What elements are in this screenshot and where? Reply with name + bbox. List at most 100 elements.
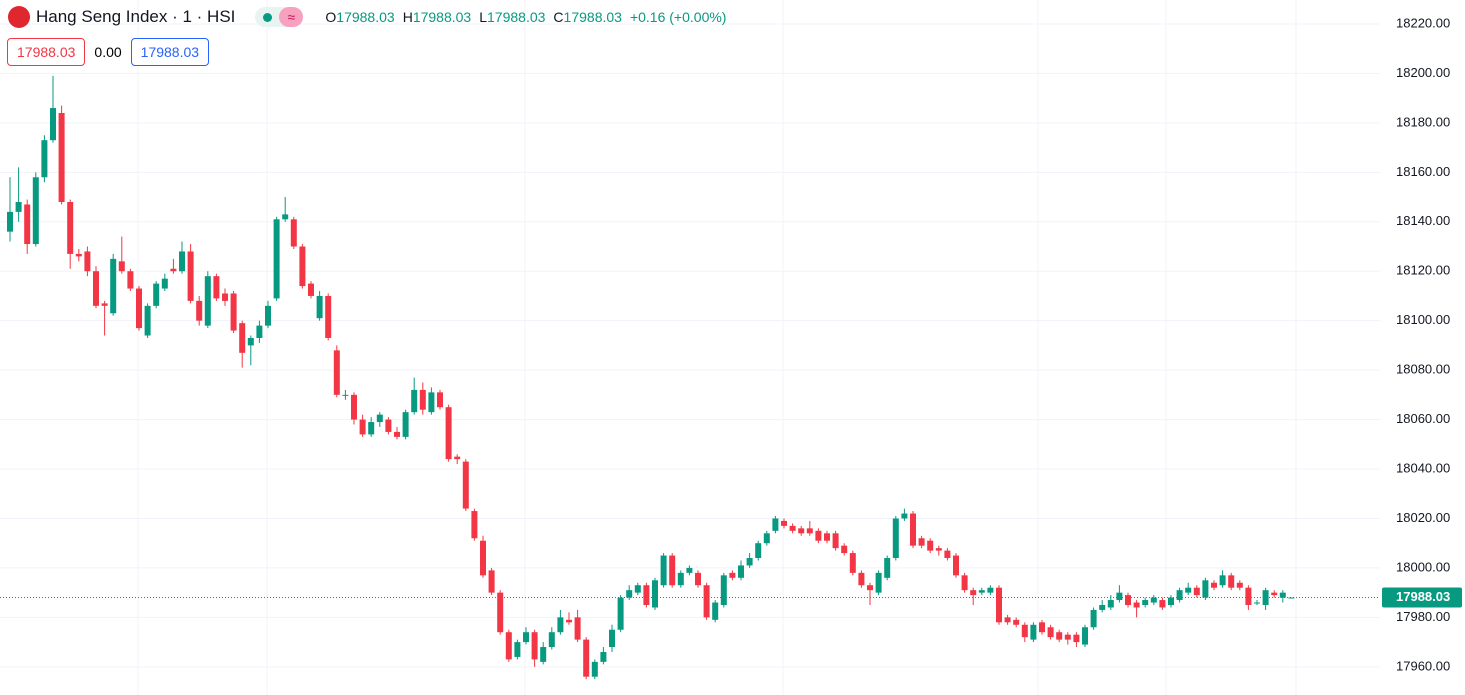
candle-body xyxy=(376,414,383,423)
ohlc-key: C xyxy=(553,9,564,25)
candle-body xyxy=(385,419,392,432)
candle-body xyxy=(858,572,865,586)
candle-body xyxy=(806,528,813,534)
candle-body xyxy=(703,585,710,618)
candle-body xyxy=(58,112,65,202)
candle-body xyxy=(1090,609,1097,628)
candle-body xyxy=(729,572,736,578)
candle-body xyxy=(488,570,495,593)
y-tick-label: 18180.00 xyxy=(1396,114,1450,129)
last-price-box xyxy=(1382,587,1462,608)
candle-body xyxy=(514,642,521,657)
logo xyxy=(8,6,30,28)
candle-body xyxy=(1271,592,1278,596)
candle-body xyxy=(153,283,160,306)
candle-body xyxy=(548,632,555,648)
candle-body xyxy=(763,533,770,544)
candle-body xyxy=(282,214,289,220)
spread: 0.00 xyxy=(94,44,122,60)
candle-body xyxy=(256,325,263,338)
candle-body xyxy=(849,553,856,573)
candle-body xyxy=(273,219,280,299)
bid-box[interactable]: 17988.03 xyxy=(7,38,86,66)
candle-body xyxy=(789,525,796,531)
candle-body xyxy=(600,651,607,662)
candle-body xyxy=(652,580,658,608)
candle-body xyxy=(996,587,1002,623)
header: Hang Seng Index · 1 · HSI ≈ O17988.03 H1… xyxy=(8,6,726,28)
candle-body xyxy=(1185,587,1192,593)
candle-body xyxy=(419,389,426,410)
candle-body xyxy=(953,555,959,576)
ohlc-key: O xyxy=(325,9,337,25)
candle-body xyxy=(505,632,512,660)
candle-body xyxy=(738,565,744,578)
candle-body xyxy=(471,511,478,539)
candle-body xyxy=(1288,597,1295,599)
candle-body xyxy=(1228,575,1235,588)
y-tick-label: 18040.00 xyxy=(1396,460,1450,475)
candle-body xyxy=(127,271,134,289)
candle-body xyxy=(935,548,942,551)
ohlc-value: 17988.03 xyxy=(563,9,622,25)
status-pill[interactable]: ≈ xyxy=(255,7,304,27)
quote-boxes: 17988.03 0.00 17988.03 xyxy=(7,38,210,66)
candle-body xyxy=(187,251,194,301)
y-tick-label: 18120.00 xyxy=(1396,263,1450,278)
candle-body xyxy=(359,419,366,435)
candle-body xyxy=(1176,590,1183,601)
chart-title: Hang Seng Index · 1 · HSI xyxy=(36,7,236,26)
candle-body xyxy=(523,632,529,643)
candle-body xyxy=(798,528,805,534)
candle-body xyxy=(1279,592,1286,598)
candle-body xyxy=(1150,597,1157,603)
candle-body xyxy=(901,513,908,519)
candle-body xyxy=(101,303,108,306)
candle-body xyxy=(970,590,977,596)
candle-body xyxy=(867,585,873,591)
candle-body xyxy=(402,412,409,437)
candle-body xyxy=(626,590,633,598)
y-tick-label: 18140.00 xyxy=(1396,213,1450,228)
y-tick-label: 18060.00 xyxy=(1396,411,1450,426)
candle-body xyxy=(1236,582,1243,588)
candle-body xyxy=(832,533,839,549)
candle-body xyxy=(497,592,504,633)
candle-body xyxy=(609,629,615,648)
candle-body xyxy=(583,639,590,677)
candle-body xyxy=(927,540,934,551)
ohlc-value: 17988.03 xyxy=(487,9,546,25)
candle-body xyxy=(1064,634,1071,640)
candle-body xyxy=(531,632,538,660)
candle-body xyxy=(179,251,185,272)
y-tick-label: 17980.00 xyxy=(1396,609,1450,624)
candle-body xyxy=(118,261,125,272)
candle-body xyxy=(1116,592,1123,601)
candle-body xyxy=(454,456,461,460)
candle-body xyxy=(75,253,82,257)
candle-body xyxy=(93,271,99,306)
candle-body xyxy=(222,293,228,301)
candle-body xyxy=(342,394,349,396)
y-tick-label: 18200.00 xyxy=(1396,65,1450,80)
candle-body xyxy=(196,300,203,321)
candle-body xyxy=(170,268,177,272)
candle-body xyxy=(333,350,340,395)
candle-body xyxy=(824,533,830,541)
candle-body xyxy=(290,219,297,247)
candle-body xyxy=(634,585,641,593)
ohlc-key: H xyxy=(402,9,413,25)
candle-body xyxy=(1021,624,1028,638)
candle-body xyxy=(428,392,435,413)
candle-body xyxy=(1142,600,1149,606)
candle-body xyxy=(643,585,650,606)
candle-body xyxy=(462,461,469,509)
ohlc-value: 17988.03 xyxy=(412,9,472,25)
candle-body xyxy=(50,108,56,141)
ask-box[interactable]: 17988.03 xyxy=(130,38,210,66)
ohlc-value: 17988.03 xyxy=(336,9,395,25)
candle-body xyxy=(445,407,452,460)
candle-body xyxy=(411,389,418,413)
candle-body xyxy=(566,619,572,623)
